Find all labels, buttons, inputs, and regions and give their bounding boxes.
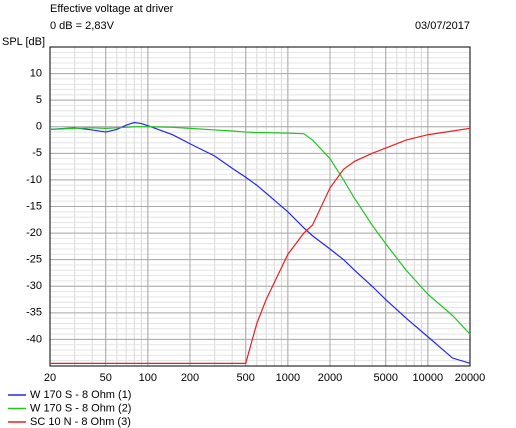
y-tick-label: -40 (26, 333, 42, 345)
legend-label: W 170 S - 8 Ohm (2) (30, 402, 131, 414)
x-tick-label: 50 (100, 372, 112, 384)
chart-title: Effective voltage at driver (50, 3, 174, 15)
plot-frame (49, 46, 471, 367)
y-tick-label: -35 (26, 307, 42, 319)
y-tick-label: 5 (36, 94, 42, 106)
y-tick-label: -30 (26, 280, 42, 292)
x-tick-label: 100 (139, 372, 157, 384)
y-tick-label: 10 (30, 67, 42, 79)
y-tick-label: -20 (26, 227, 42, 239)
x-tick-label: 200 (181, 372, 199, 384)
y-tick-label: -5 (32, 147, 42, 159)
x-tick-label: 1000 (276, 372, 300, 384)
legend-label: SC 10 N - 8 Ohm (3) (30, 416, 131, 428)
chart-date: 03/07/2017 (415, 20, 470, 32)
series-line (49, 126, 471, 335)
y-tick-label: 0 (36, 121, 42, 133)
x-tick-label: 500 (237, 372, 255, 384)
x-tick-label: 20 (44, 372, 56, 384)
y-axis-label: SPL [dB] (2, 36, 45, 48)
x-tick-label: 10000 (413, 372, 444, 384)
x-tick-label: 5000 (373, 372, 397, 384)
x-tick-label: 2000 (318, 372, 342, 384)
y-tick-label: -10 (26, 174, 42, 186)
legend-label: W 170 S - 8 Ohm (1) (30, 389, 131, 401)
y-tick-label: -15 (26, 200, 42, 212)
series-line (50, 127, 471, 364)
chart-subtitle: 0 dB = 2,83V (50, 20, 115, 32)
x-tick-label: 20000 (455, 372, 486, 384)
y-tick-label: -25 (26, 254, 42, 266)
